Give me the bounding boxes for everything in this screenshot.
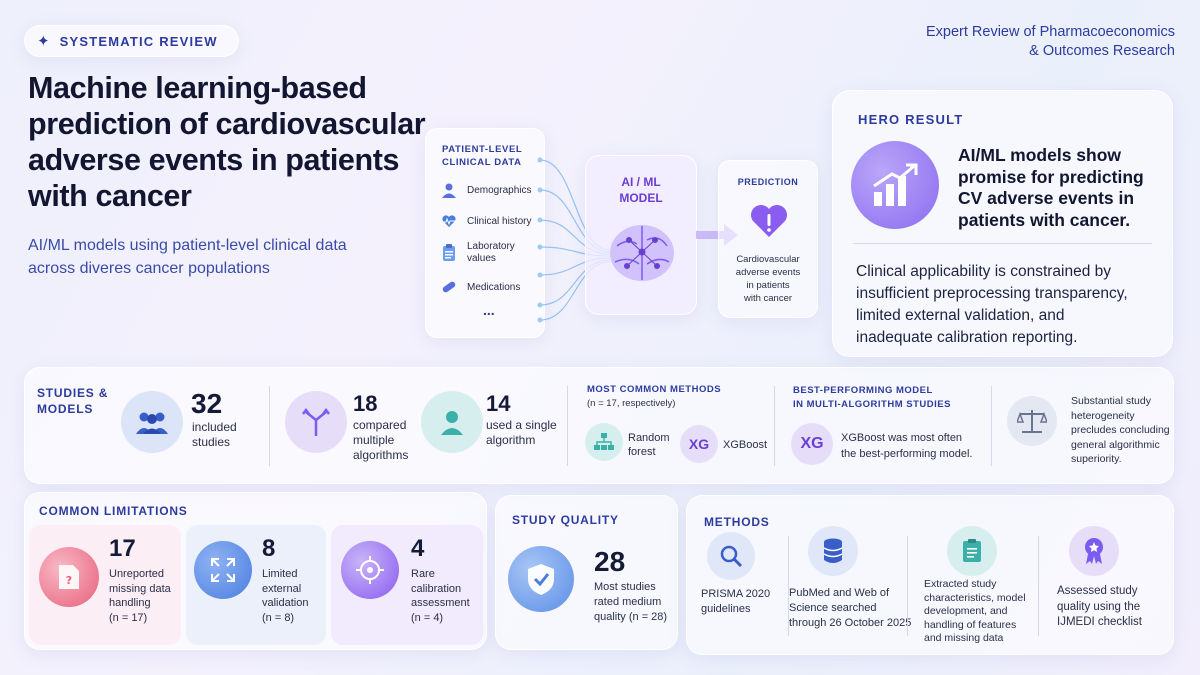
tree-icon bbox=[585, 423, 623, 461]
growth-chart-icon bbox=[851, 141, 939, 229]
divider bbox=[269, 386, 270, 466]
common-limitations-card: COMMON LIMITATIONS ? 17 Unreported missi… bbox=[24, 492, 487, 650]
database-icon bbox=[808, 526, 858, 576]
people-icon bbox=[121, 391, 183, 453]
brain-network-icon bbox=[607, 218, 677, 293]
divider bbox=[774, 386, 775, 466]
page-subtitle: AI/ML models using patient-level clinica… bbox=[28, 237, 347, 277]
clipboard-icon bbox=[441, 244, 457, 262]
ai-model-box: AI / ML MODEL bbox=[585, 155, 697, 315]
input-laboratory: Laboratory values bbox=[441, 238, 531, 268]
xgboost-icon: XG bbox=[680, 425, 718, 463]
input-demographics: Demographics bbox=[441, 179, 531, 201]
sparkle-icon: ✦ bbox=[37, 33, 50, 50]
connector-lines bbox=[537, 157, 611, 323]
systematic-review-badge: ✦ SYSTEMATIC REVIEW bbox=[24, 25, 239, 57]
heart-alert-icon bbox=[749, 201, 789, 246]
study-quality-card: STUDY QUALITY 28 Most studies rated medi… bbox=[495, 495, 678, 650]
limitation-calibration: 4 Rare calibration assessment (n = 4) bbox=[331, 525, 483, 645]
pill-icon bbox=[441, 279, 457, 295]
award-badge-icon bbox=[1069, 526, 1119, 576]
shield-check-icon bbox=[508, 546, 574, 612]
document-question-icon: ? bbox=[39, 547, 99, 607]
divider bbox=[907, 536, 908, 636]
target-icon bbox=[341, 541, 399, 599]
hero-result-card: HERO RESULT AI/ML models show promise fo… bbox=[832, 90, 1173, 357]
limitation-external-validation: 8 Limited external validation (n = 8) bbox=[186, 525, 326, 645]
xgboost-icon: XG bbox=[791, 423, 833, 465]
input-medications: Medications bbox=[441, 276, 531, 298]
journal-name: Expert Review of Pharmacoeconomics & Out… bbox=[925, 24, 1175, 59]
scales-icon bbox=[1007, 396, 1057, 446]
person-icon bbox=[441, 182, 457, 198]
heart-pulse-icon bbox=[441, 213, 457, 229]
divider bbox=[567, 386, 568, 466]
input-clinical-history: Clinical history bbox=[441, 210, 531, 232]
svg-text:?: ? bbox=[66, 574, 72, 587]
person-icon bbox=[421, 391, 483, 453]
divider bbox=[991, 386, 992, 466]
divider bbox=[1038, 536, 1039, 636]
magnifier-icon bbox=[707, 532, 755, 580]
expand-arrows-icon bbox=[194, 541, 252, 599]
studies-models-card: STUDIES & MODELS 32 included studies 18 … bbox=[24, 367, 1174, 484]
more-ellipsis: ... bbox=[483, 302, 495, 318]
badge-label: SYSTEMATIC REVIEW bbox=[59, 33, 218, 49]
limitation-missing-data: ? 17 Unreported missing data handling (n… bbox=[29, 525, 181, 645]
branching-arrows-icon bbox=[285, 391, 347, 453]
prediction-box: PREDICTION Cardiovascular adverse events… bbox=[718, 160, 818, 318]
checklist-icon bbox=[947, 526, 997, 576]
methods-card: METHODS PRISMA 2020 guidelines PubMed an… bbox=[686, 495, 1174, 655]
page-title: Machine learning-based prediction of car… bbox=[28, 71, 426, 213]
input-data-panel: PATIENT-LEVEL CLINICAL DATA Demographics… bbox=[425, 128, 545, 338]
hero-divider bbox=[853, 243, 1152, 244]
divider bbox=[788, 536, 789, 636]
